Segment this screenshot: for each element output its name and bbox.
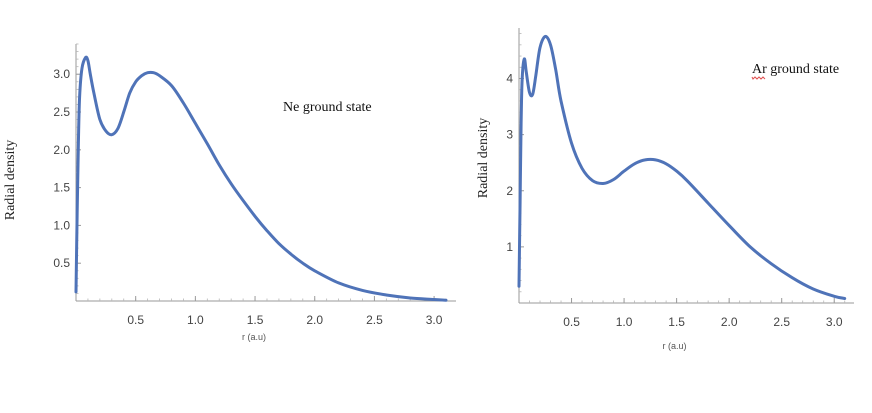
y-axis-label: Radial density: [3, 140, 18, 221]
x-axis-label: r (a.u): [662, 341, 686, 351]
ar-chart: 0.5 1.0 1.5 2.0 2.5 3.0 1 2 3 4 r (a.u) Radial d…: [476, 28, 854, 351]
x-tick-label: 2.5: [366, 313, 383, 327]
y-tick-label: 2: [506, 184, 513, 198]
y-tick-label: 1.5: [53, 181, 70, 195]
x-tick-label: 1.0: [187, 313, 204, 327]
x-tick-label: 2.5: [773, 315, 790, 329]
x-tick-label: 0.5: [563, 315, 580, 329]
x-tick-label: 0.5: [127, 313, 144, 327]
y-tick-label: 3.0: [53, 67, 70, 81]
ar-annotation: Ar ground state: [752, 62, 839, 77]
ne-annotation: Ne ground state: [283, 100, 372, 115]
x-ticks: 0.5 1.0 1.5 2.0 2.5 3.0: [563, 298, 843, 329]
x-tick-label: 2.0: [306, 313, 323, 327]
ne-density-curve: [74, 55, 448, 302]
y-tick-label: 1: [506, 240, 513, 254]
y-tick-label: 2.5: [53, 105, 70, 119]
x-tick-label: 2.0: [721, 315, 738, 329]
spellcheck-underline: [751, 76, 766, 80]
x-tick-label: 3.0: [426, 313, 443, 327]
y-tick-label: 1.0: [53, 218, 70, 232]
x-ticks: 0.5 1.0 1.5 2.0 2.5 3.0: [127, 296, 443, 327]
ar-density-curve: [517, 34, 847, 300]
x-axis-label: r (a.u): [242, 332, 266, 342]
x-tick-label: 1.5: [247, 313, 264, 327]
y-axis-label: Radial density: [476, 118, 491, 199]
y-ticks: 0.5 1.0 1.5 2.0 2.5 3.0: [53, 67, 81, 270]
ne-chart: 0.5 1.0 1.5 2.0 2.5 3.0 0.5 1.0 1.5 2.0 2.5 3.0 r …: [3, 43, 456, 342]
x-tick-label: 1.0: [616, 315, 633, 329]
y-tick-label: 3: [506, 128, 513, 142]
y-tick-label: 0.5: [53, 256, 70, 270]
x-tick-label: 1.5: [668, 315, 685, 329]
x-tick-label: 3.0: [826, 315, 843, 329]
minor-ticks: [76, 43, 447, 301]
y-tick-label: 4: [506, 72, 513, 86]
y-tick-label: 2.0: [53, 143, 70, 157]
